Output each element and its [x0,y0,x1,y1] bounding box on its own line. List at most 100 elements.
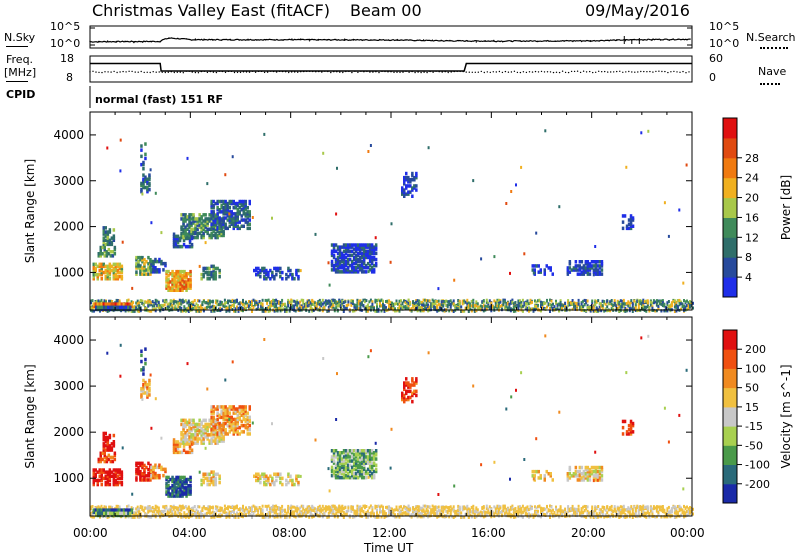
power-cell [509,272,511,275]
power-cell [336,167,338,170]
power-cell [262,299,264,302]
power-cell [148,173,151,177]
nave-point [574,71,575,72]
power-ytick-label: 2000 [53,220,84,234]
n-search-point [318,39,319,40]
velocity-cell [450,512,452,515]
nave-point [475,72,476,73]
nave-point [336,71,337,72]
nave-point [658,71,659,72]
power-cell [538,264,541,268]
n-search-point [177,38,178,39]
power-cell [601,260,604,264]
n-search-point [89,41,90,42]
power-cell [144,157,147,161]
nave-point [490,72,491,73]
nave-point [363,71,364,72]
power-cell [297,269,300,273]
power-cell [271,217,273,220]
power-cell [437,287,439,290]
power-cell [189,278,192,282]
nave-point [300,71,301,72]
n-search-point [168,37,169,38]
nave-point [255,72,256,73]
nave-point [625,71,626,72]
nave-point [177,72,178,73]
power-cell [249,210,252,214]
nave-point [583,71,584,72]
power-cell [262,303,264,306]
nave-point [454,71,455,72]
n-search-point [642,40,643,41]
power-ytick-label: 4000 [53,128,84,142]
nave-point [330,72,331,73]
power-cell [486,299,488,302]
power-cell [131,287,133,290]
power-cell [554,305,556,308]
nave-point [679,72,680,73]
nave-point [309,71,310,72]
nave-point [249,72,250,73]
power-cell [601,268,604,272]
nave-point [135,71,136,72]
nave-point [649,71,650,72]
n-search-point [344,39,345,40]
power-cell [373,268,376,272]
nave-point [291,71,292,72]
n-search-point [362,40,363,41]
power-cell [106,147,108,150]
velocity-cell [332,510,334,513]
power-cell [415,184,418,188]
power-cell [232,155,234,158]
n-search-point [195,38,196,39]
power-cell [409,302,411,305]
nave-point [402,72,403,73]
nave-point [553,72,554,73]
power-cell [415,172,418,176]
power-cell [453,299,455,302]
nave-point [646,71,647,72]
nave-point [104,71,105,72]
power-cell [375,243,378,247]
nave-point [508,72,509,73]
power-cell [368,270,370,273]
velocity-cell [174,511,176,514]
nave-point [655,71,656,72]
nave-point [466,71,467,72]
nave-point [125,71,126,72]
nave-point [393,72,394,73]
nave-point [384,71,385,72]
nave-point [442,71,443,72]
power-cell [148,188,151,192]
nave-point [432,72,433,73]
velocity-cell [347,509,349,512]
power-cell [623,299,625,302]
power-cell [405,172,408,176]
nave-point [499,71,500,72]
nave-point [372,71,373,72]
velocity-cell [376,509,378,512]
nave-point [517,72,518,73]
n-search-point [528,41,529,42]
nave-point [285,71,286,72]
velocity-cell [198,505,200,508]
n-search-point [616,40,617,41]
n-search-point [520,40,521,41]
power-cell [271,271,274,275]
nave-point [101,72,102,73]
power-cell [551,300,553,303]
nave-point [580,72,581,73]
power-cell [622,220,625,224]
power-cell [411,195,414,199]
nave-point [216,72,217,73]
nave-point [198,72,199,73]
power-cell [144,142,147,146]
nave-point [604,71,605,72]
power-cell [129,306,132,310]
power-cell [534,268,537,272]
nave-point [463,71,464,72]
nave-point [195,72,196,73]
nave-point [279,71,280,72]
velocity-cell [344,506,346,509]
power-cell [249,200,252,204]
